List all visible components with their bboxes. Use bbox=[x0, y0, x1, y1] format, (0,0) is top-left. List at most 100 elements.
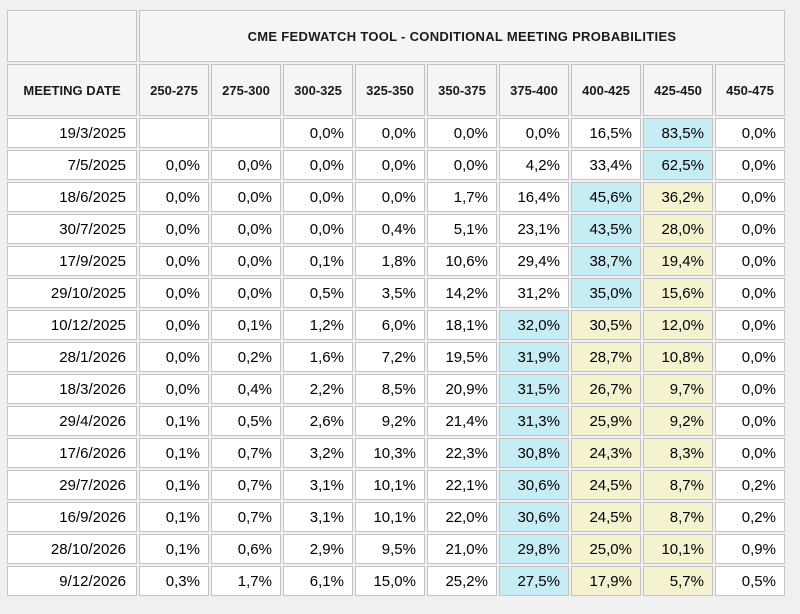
probability-cell: 2,9% bbox=[283, 534, 353, 564]
probability-cell: 5,1% bbox=[427, 214, 497, 244]
meeting-date-cell: 29/7/2026 bbox=[7, 470, 137, 500]
probability-cell: 43,5% bbox=[571, 214, 641, 244]
probability-cell: 0,0% bbox=[715, 150, 785, 180]
table-row: 29/4/2026 0,1% 0,5% 2,6% 9,2% 21,4% 31,3% 25,9%… bbox=[7, 406, 785, 436]
probability-cell: 30,8% bbox=[499, 438, 569, 468]
table-row: 28/1/2026 0,0% 0,2% 1,6% 7,2% 19,5% 31,9% 28,7%… bbox=[7, 342, 785, 372]
probability-cell: 10,3% bbox=[355, 438, 425, 468]
probability-cell: 0,0% bbox=[355, 150, 425, 180]
probability-cell: 0,0% bbox=[211, 182, 281, 212]
probability-cell: 28,0% bbox=[643, 214, 713, 244]
probability-cell: 10,1% bbox=[643, 534, 713, 564]
table-row: 29/7/2026 0,1% 0,7% 3,1% 10,1% 22,1% 30,6% 24,5… bbox=[7, 470, 785, 500]
table-row: 17/9/2025 0,0% 0,0% 0,1% 1,8% 10,6% 29,4% 38,7%… bbox=[7, 246, 785, 276]
probability-cell: 16,5% bbox=[571, 118, 641, 148]
rate-range-column-header: 350-375 bbox=[427, 64, 497, 116]
column-header-row: MEETING DATE 250-275 275-300 300-325 325-35… bbox=[7, 64, 785, 116]
probability-cell: 0,0% bbox=[283, 150, 353, 180]
rate-range-column-header: 325-350 bbox=[355, 64, 425, 116]
meeting-date-cell: 29/10/2025 bbox=[7, 278, 137, 308]
probability-cell: 24,5% bbox=[571, 502, 641, 532]
probability-cell: 0,0% bbox=[139, 182, 209, 212]
probability-cell: 0,0% bbox=[715, 278, 785, 308]
probability-cell: 0,0% bbox=[715, 182, 785, 212]
table-title: CME FEDWATCH TOOL - CONDITIONAL MEETING … bbox=[139, 10, 785, 62]
probability-cell: 0,0% bbox=[715, 374, 785, 404]
probability-cell: 8,7% bbox=[643, 502, 713, 532]
table-row: 7/5/2025 0,0% 0,0% 0,0% 0,0% 0,0% 4,2% 33,4% 62,… bbox=[7, 150, 785, 180]
probability-cell: 0,0% bbox=[283, 118, 353, 148]
probability-cell: 0,0% bbox=[715, 310, 785, 340]
probability-cell: 10,1% bbox=[355, 502, 425, 532]
probability-cell: 9,2% bbox=[643, 406, 713, 436]
probability-cell: 12,0% bbox=[643, 310, 713, 340]
probability-cell: 0,0% bbox=[715, 246, 785, 276]
probability-cell: 0,0% bbox=[355, 182, 425, 212]
probability-cell: 22,0% bbox=[427, 502, 497, 532]
probability-cell: 0,2% bbox=[715, 502, 785, 532]
probability-cell: 6,1% bbox=[283, 566, 353, 596]
probability-cell: 22,1% bbox=[427, 470, 497, 500]
meeting-date-cell: 9/12/2026 bbox=[7, 566, 137, 596]
probability-cell: 22,3% bbox=[427, 438, 497, 468]
probability-cell: 17,9% bbox=[571, 566, 641, 596]
probability-cell: 0,0% bbox=[139, 374, 209, 404]
probability-cell: 25,0% bbox=[571, 534, 641, 564]
probability-cell: 4,2% bbox=[499, 150, 569, 180]
probability-cell: 0,7% bbox=[211, 438, 281, 468]
probability-cell: 19,5% bbox=[427, 342, 497, 372]
probability-cell: 0,0% bbox=[139, 246, 209, 276]
probability-cell: 29,4% bbox=[499, 246, 569, 276]
table-row: 18/6/2025 0,0% 0,0% 0,0% 0,0% 1,7% 16,4% 45,6% 3… bbox=[7, 182, 785, 212]
probability-cell: 1,7% bbox=[211, 566, 281, 596]
corner-cell bbox=[7, 10, 137, 62]
meeting-date-cell: 16/9/2026 bbox=[7, 502, 137, 532]
meeting-date-cell: 29/4/2026 bbox=[7, 406, 137, 436]
probability-cell: 9,2% bbox=[355, 406, 425, 436]
probability-cell: 0,0% bbox=[211, 278, 281, 308]
probability-cell: 3,2% bbox=[283, 438, 353, 468]
probability-cell: 31,9% bbox=[499, 342, 569, 372]
rate-range-column-header: 250-275 bbox=[139, 64, 209, 116]
probability-cell: 0,9% bbox=[715, 534, 785, 564]
probability-cell: 31,5% bbox=[499, 374, 569, 404]
probability-cell: 0,0% bbox=[715, 342, 785, 372]
probability-cell: 0,1% bbox=[139, 502, 209, 532]
probability-cell: 9,5% bbox=[355, 534, 425, 564]
probability-cell: 24,5% bbox=[571, 470, 641, 500]
probability-cell: 6,0% bbox=[355, 310, 425, 340]
probability-cell: 45,6% bbox=[571, 182, 641, 212]
probability-cell: 62,5% bbox=[643, 150, 713, 180]
probability-cell: 0,7% bbox=[211, 470, 281, 500]
rate-range-column-header: 400-425 bbox=[571, 64, 641, 116]
conditional-meeting-probabilities-table: CME FEDWATCH TOOL - CONDITIONAL MEETING … bbox=[5, 8, 787, 598]
meeting-date-cell: 17/6/2026 bbox=[7, 438, 137, 468]
probability-cell: 15,0% bbox=[355, 566, 425, 596]
table-row: 28/10/2026 0,1% 0,6% 2,9% 9,5% 21,0% 29,8% 25,0… bbox=[7, 534, 785, 564]
meeting-date-cell: 10/12/2025 bbox=[7, 310, 137, 340]
probability-cell: 0,5% bbox=[715, 566, 785, 596]
probability-cell: 0,0% bbox=[139, 214, 209, 244]
probability-cell: 0,0% bbox=[715, 438, 785, 468]
probability-cell: 7,2% bbox=[355, 342, 425, 372]
rate-range-column-header: 375-400 bbox=[499, 64, 569, 116]
table-row: 9/12/2026 0,3% 1,7% 6,1% 15,0% 25,2% 27,5% 17,9… bbox=[7, 566, 785, 596]
probability-cell: 3,1% bbox=[283, 502, 353, 532]
probability-cell: 0,0% bbox=[283, 182, 353, 212]
probability-cell: 24,3% bbox=[571, 438, 641, 468]
table-row: 16/9/2026 0,1% 0,7% 3,1% 10,1% 22,0% 30,6% 24,5… bbox=[7, 502, 785, 532]
probability-cell: 2,2% bbox=[283, 374, 353, 404]
meeting-date-column-header: MEETING DATE bbox=[7, 64, 137, 116]
meeting-date-cell: 19/3/2025 bbox=[7, 118, 137, 148]
table-row: 18/3/2026 0,0% 0,4% 2,2% 8,5% 20,9% 31,5% 26,7%… bbox=[7, 374, 785, 404]
probability-cell: 1,2% bbox=[283, 310, 353, 340]
probability-cell: 0,0% bbox=[499, 118, 569, 148]
probability-cell bbox=[139, 118, 209, 148]
table-row: 10/12/2025 0,0% 0,1% 1,2% 6,0% 18,1% 32,0% 30,5… bbox=[7, 310, 785, 340]
probability-cell: 9,7% bbox=[643, 374, 713, 404]
probability-cell: 0,0% bbox=[715, 214, 785, 244]
rate-range-column-header: 275-300 bbox=[211, 64, 281, 116]
probability-cell: 8,3% bbox=[643, 438, 713, 468]
probability-cell: 30,5% bbox=[571, 310, 641, 340]
probability-cell: 2,6% bbox=[283, 406, 353, 436]
